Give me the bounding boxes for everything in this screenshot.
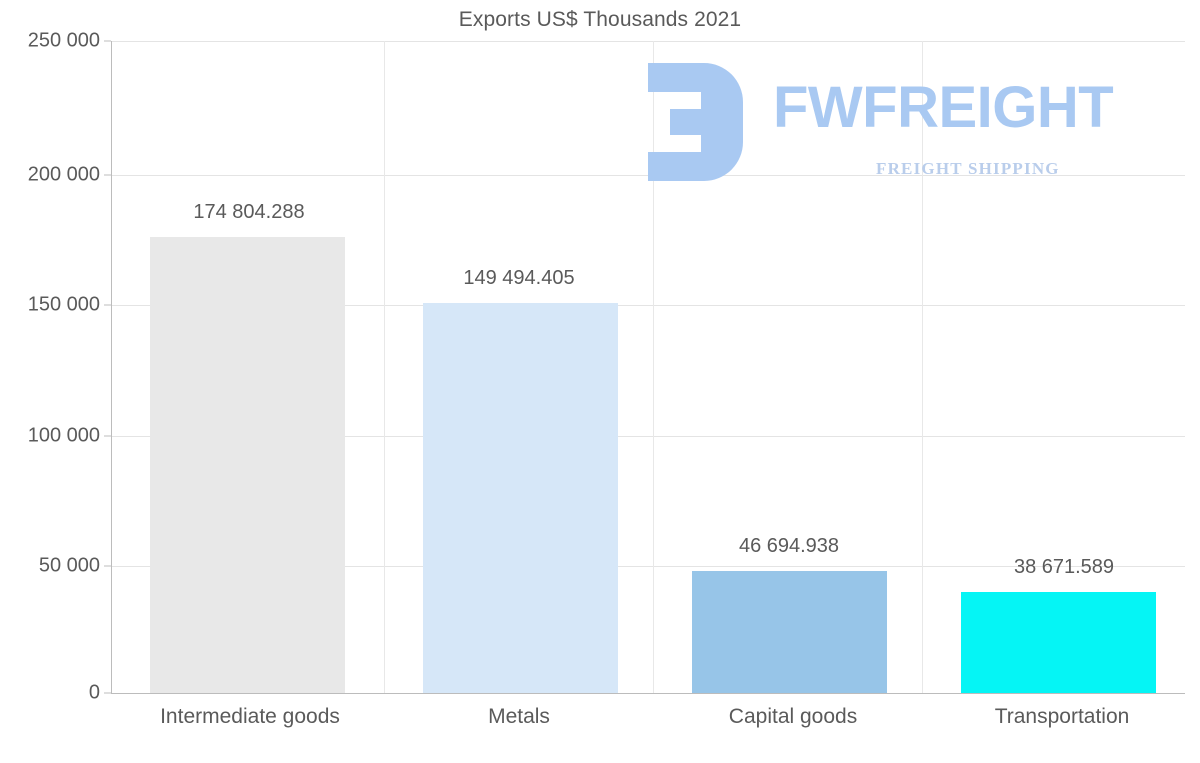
bar-capital-goods[interactable] bbox=[692, 571, 887, 693]
gridline-200000 bbox=[111, 175, 1185, 176]
y-tick-mark-250000 bbox=[104, 40, 111, 42]
category-separator-1 bbox=[384, 41, 385, 693]
y-axis-line bbox=[111, 41, 112, 694]
category-separator-3 bbox=[922, 41, 923, 693]
bar-value-label-capital-goods: 46 694.938 bbox=[738, 535, 840, 557]
y-tick-mark-150000 bbox=[104, 304, 111, 306]
y-tick-label-200000: 200 000 bbox=[27, 163, 100, 186]
y-tick-label-50000: 50 000 bbox=[38, 554, 100, 577]
gridline-150000 bbox=[111, 305, 1185, 306]
bar-intermediate-goods[interactable] bbox=[150, 237, 345, 693]
x-tick-label-transportation: Transportation bbox=[994, 705, 1130, 728]
y-tick-mark-50000 bbox=[104, 565, 111, 567]
y-tick-mark-200000 bbox=[104, 174, 111, 176]
bar-metals[interactable] bbox=[423, 303, 618, 693]
chart-title: Exports US$ Thousands 2021 bbox=[458, 8, 742, 31]
y-tick-mark-100000 bbox=[104, 435, 111, 437]
y-tick-label-0: 0 bbox=[88, 681, 100, 704]
x-tick-label-intermediate-goods: Intermediate goods bbox=[160, 705, 340, 728]
x-tick-label-capital-goods: Capital goods bbox=[728, 705, 858, 728]
x-axis-line bbox=[111, 693, 1185, 694]
y-tick-mark-0 bbox=[104, 692, 111, 694]
plot-area bbox=[111, 41, 1185, 693]
bar-value-label-transportation: 38 671.589 bbox=[1013, 556, 1115, 578]
bar-transportation[interactable] bbox=[961, 592, 1156, 693]
category-separator-2 bbox=[653, 41, 654, 693]
y-tick-label-150000: 150 000 bbox=[27, 293, 100, 316]
x-tick-label-metals: Metals bbox=[488, 705, 550, 728]
y-tick-label-250000: 250 000 bbox=[27, 29, 100, 52]
gridline-250000 bbox=[111, 41, 1185, 42]
bar-value-label-intermediate-goods: 174 804.288 bbox=[193, 201, 305, 223]
gridline-100000 bbox=[111, 436, 1185, 437]
y-tick-label-100000: 100 000 bbox=[27, 424, 100, 447]
bar-value-label-metals: 149 494.405 bbox=[463, 267, 575, 289]
gridline-50000 bbox=[111, 566, 1185, 567]
